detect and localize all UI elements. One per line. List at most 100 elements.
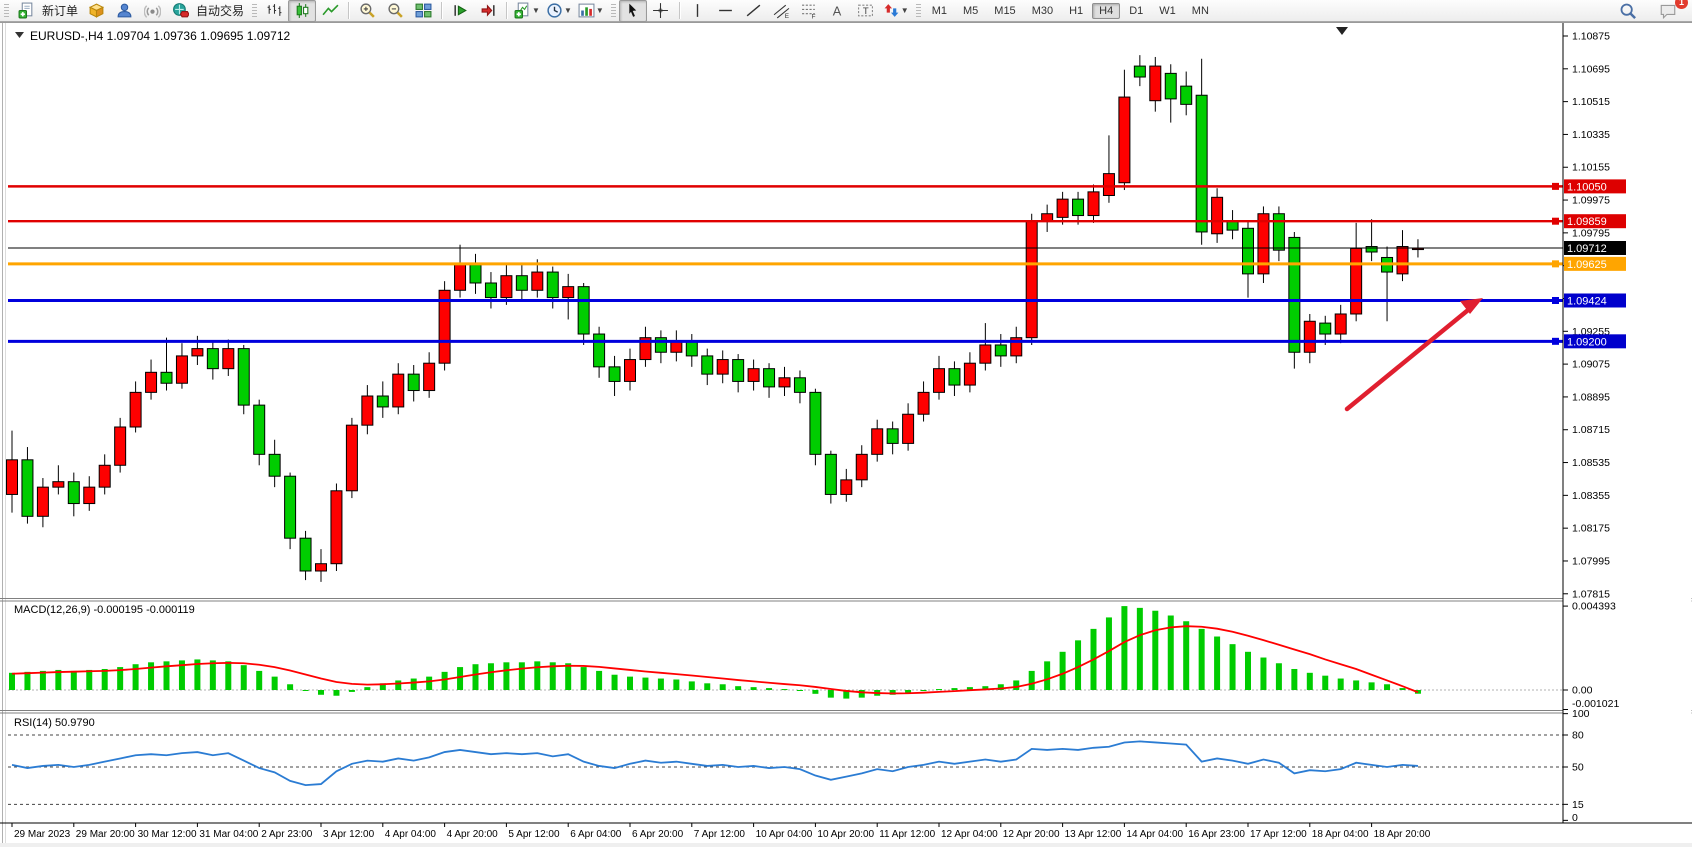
line-chart-icon bbox=[321, 4, 339, 16]
periods-button[interactable]: ▼ bbox=[543, 0, 575, 22]
svg-text:1.09795: 1.09795 bbox=[1572, 227, 1610, 239]
horizontal-line-1.09859[interactable] bbox=[8, 217, 1563, 225]
price-line-badge: 1.09424 bbox=[1564, 293, 1626, 308]
new-order-label[interactable]: 新订单 bbox=[42, 4, 79, 18]
svg-text:1.10335: 1.10335 bbox=[1572, 129, 1610, 141]
text-label-icon: T bbox=[858, 4, 874, 17]
timeframe-button-h1[interactable]: H1 bbox=[1069, 4, 1084, 17]
svg-text:12 Apr 20:00: 12 Apr 20:00 bbox=[1003, 829, 1060, 840]
vertical-line-icon bbox=[697, 4, 699, 17]
timeframe-button-w1[interactable]: W1 bbox=[1159, 4, 1176, 17]
chart-shift-button[interactable] bbox=[474, 0, 502, 22]
svg-text:1.10050: 1.10050 bbox=[1567, 181, 1607, 193]
timeframe-button-h4[interactable]: H4 bbox=[1092, 2, 1121, 19]
timeframe-button-d1[interactable]: D1 bbox=[1129, 4, 1144, 17]
auto-scroll-button[interactable] bbox=[446, 0, 474, 22]
timeframe-button-m30[interactable]: M30 bbox=[1031, 4, 1054, 17]
trendline-tool-button[interactable] bbox=[740, 0, 768, 22]
tile-windows-icon bbox=[415, 3, 431, 18]
horizontal-line-1.09424[interactable] bbox=[8, 296, 1563, 304]
timeframe-button-m5[interactable]: M5 bbox=[963, 4, 979, 17]
timeframe-button-m15[interactable]: M15 bbox=[994, 4, 1016, 17]
rsi-label: RSI(14) 50.9790 bbox=[14, 717, 95, 729]
svg-text:1.10515: 1.10515 bbox=[1572, 96, 1610, 108]
text-tool-button[interactable]: A bbox=[824, 0, 852, 22]
text-label-tool-button[interactable]: T bbox=[852, 0, 880, 22]
indicators-button[interactable]: ▼ bbox=[511, 0, 543, 22]
trend-arrow[interactable] bbox=[1344, 298, 1483, 412]
svg-text:0.00: 0.00 bbox=[1572, 685, 1593, 697]
auto-trading-label[interactable]: 自动交易 bbox=[196, 4, 245, 18]
svg-text:1.08175: 1.08175 bbox=[1572, 523, 1610, 535]
periods-clock-icon bbox=[547, 3, 562, 18]
vertical-line-tool-button[interactable] bbox=[684, 0, 712, 22]
templates-button[interactable]: ▼ bbox=[575, 0, 607, 22]
svg-text:A: A bbox=[833, 3, 842, 18]
broadcast-button[interactable] bbox=[138, 0, 166, 22]
time-axis-labels: 29 Mar 2023 29 Mar 20:00 30 Mar 12:00 31 Ma… bbox=[11, 823, 1431, 840]
new-order-button[interactable] bbox=[12, 0, 40, 22]
svg-text:12 Apr 04:00: 12 Apr 04:00 bbox=[941, 829, 998, 840]
chart-profile-button[interactable] bbox=[82, 0, 110, 22]
chart-canvas[interactable]: EURUSD-,H4 1.09704 1.09736 1.09695 1.097… bbox=[0, 22, 1692, 847]
data-window-button[interactable] bbox=[110, 0, 138, 22]
line-chart-button[interactable] bbox=[316, 0, 344, 22]
svg-text:T: T bbox=[863, 6, 869, 17]
svg-text:17 Apr 12:00: 17 Apr 12:00 bbox=[1250, 829, 1307, 840]
indicators-icon bbox=[514, 2, 529, 19]
bar-chart-icon bbox=[267, 4, 281, 16]
svg-text:18 Apr 20:00: 18 Apr 20:00 bbox=[1374, 829, 1431, 840]
dropdown-caret-icon: ▼ bbox=[900, 6, 909, 15]
svg-text:1.10695: 1.10695 bbox=[1572, 63, 1610, 75]
new-order-icon bbox=[18, 2, 32, 19]
timeframe-toolbar: M1 M5 M15 M30 H1 H4 D1 W1 MN bbox=[924, 2, 1217, 19]
crosshair-icon bbox=[653, 3, 669, 18]
zoom-in-button[interactable] bbox=[353, 0, 381, 22]
chart-shift-marker-icon[interactable] bbox=[1336, 27, 1348, 35]
auto-trading-button[interactable] bbox=[166, 0, 194, 22]
main-toolbar: 新订单 自动交易 bbox=[0, 0, 1692, 22]
price-line-badge: 1.09859 bbox=[1564, 214, 1626, 229]
toolbar-grip[interactable] bbox=[4, 3, 9, 18]
data-window-icon bbox=[117, 3, 131, 18]
channel-tool-button[interactable]: E bbox=[768, 0, 796, 22]
bar-chart-button[interactable] bbox=[260, 0, 288, 22]
svg-text:1.09200: 1.09200 bbox=[1567, 336, 1607, 348]
svg-text:1.09625: 1.09625 bbox=[1567, 259, 1607, 271]
toolbar-grip[interactable] bbox=[610, 3, 616, 18]
text-icon: A bbox=[833, 3, 842, 18]
svg-text:3 Apr 12:00: 3 Apr 12:00 bbox=[323, 829, 375, 840]
notifications-button[interactable]: 1 bbox=[1654, 0, 1688, 22]
horizontal-line-tool-button[interactable] bbox=[712, 0, 740, 22]
symbol-dropdown-icon[interactable] bbox=[15, 32, 24, 38]
horizontal-line-1.09625[interactable] bbox=[8, 260, 1563, 268]
cursor-tool-button[interactable] bbox=[618, 0, 647, 22]
svg-text:5 Apr 12:00: 5 Apr 12:00 bbox=[508, 829, 560, 840]
arrows-tool-button[interactable]: ▼ bbox=[880, 0, 912, 22]
svg-text:F: F bbox=[812, 13, 816, 19]
horizontal-line-1.09200[interactable] bbox=[8, 337, 1563, 345]
timeframe-button-m1[interactable]: M1 bbox=[931, 4, 947, 17]
crosshair-tool-button[interactable] bbox=[647, 0, 675, 22]
svg-text:1.10875: 1.10875 bbox=[1572, 31, 1610, 43]
search-button[interactable] bbox=[1614, 0, 1642, 22]
price-axis-labels: 1.10875 1.10695 1.10515 1.10335 1.10155 1.099… bbox=[1563, 31, 1619, 824]
svg-text:16 Apr 23:00: 16 Apr 23:00 bbox=[1188, 829, 1245, 840]
timeframe-button-mn[interactable]: MN bbox=[1191, 4, 1209, 17]
profile-cube-icon bbox=[88, 3, 104, 18]
toolbar-separator bbox=[678, 2, 680, 19]
zoom-out-button[interactable] bbox=[381, 0, 409, 22]
horizontal-line-1.10050[interactable] bbox=[8, 182, 1563, 190]
price-line-badge: 1.10050 bbox=[1564, 179, 1626, 194]
search-icon bbox=[1620, 3, 1636, 19]
fibonacci-tool-button[interactable]: F bbox=[796, 0, 824, 22]
candles bbox=[6, 55, 1424, 582]
toolbar-grip[interactable] bbox=[915, 3, 921, 18]
zoom-in-icon bbox=[359, 3, 375, 18]
svg-text:10 Apr 20:00: 10 Apr 20:00 bbox=[817, 829, 874, 840]
tile-windows-button[interactable] bbox=[409, 0, 437, 22]
candlestick-chart-button[interactable] bbox=[288, 0, 317, 22]
macd-label: MACD(12,26,9) -0.000195 -0.000119 bbox=[14, 604, 195, 616]
svg-text:-0.001021: -0.001021 bbox=[1572, 698, 1619, 710]
toolbar-grip[interactable] bbox=[252, 3, 258, 18]
